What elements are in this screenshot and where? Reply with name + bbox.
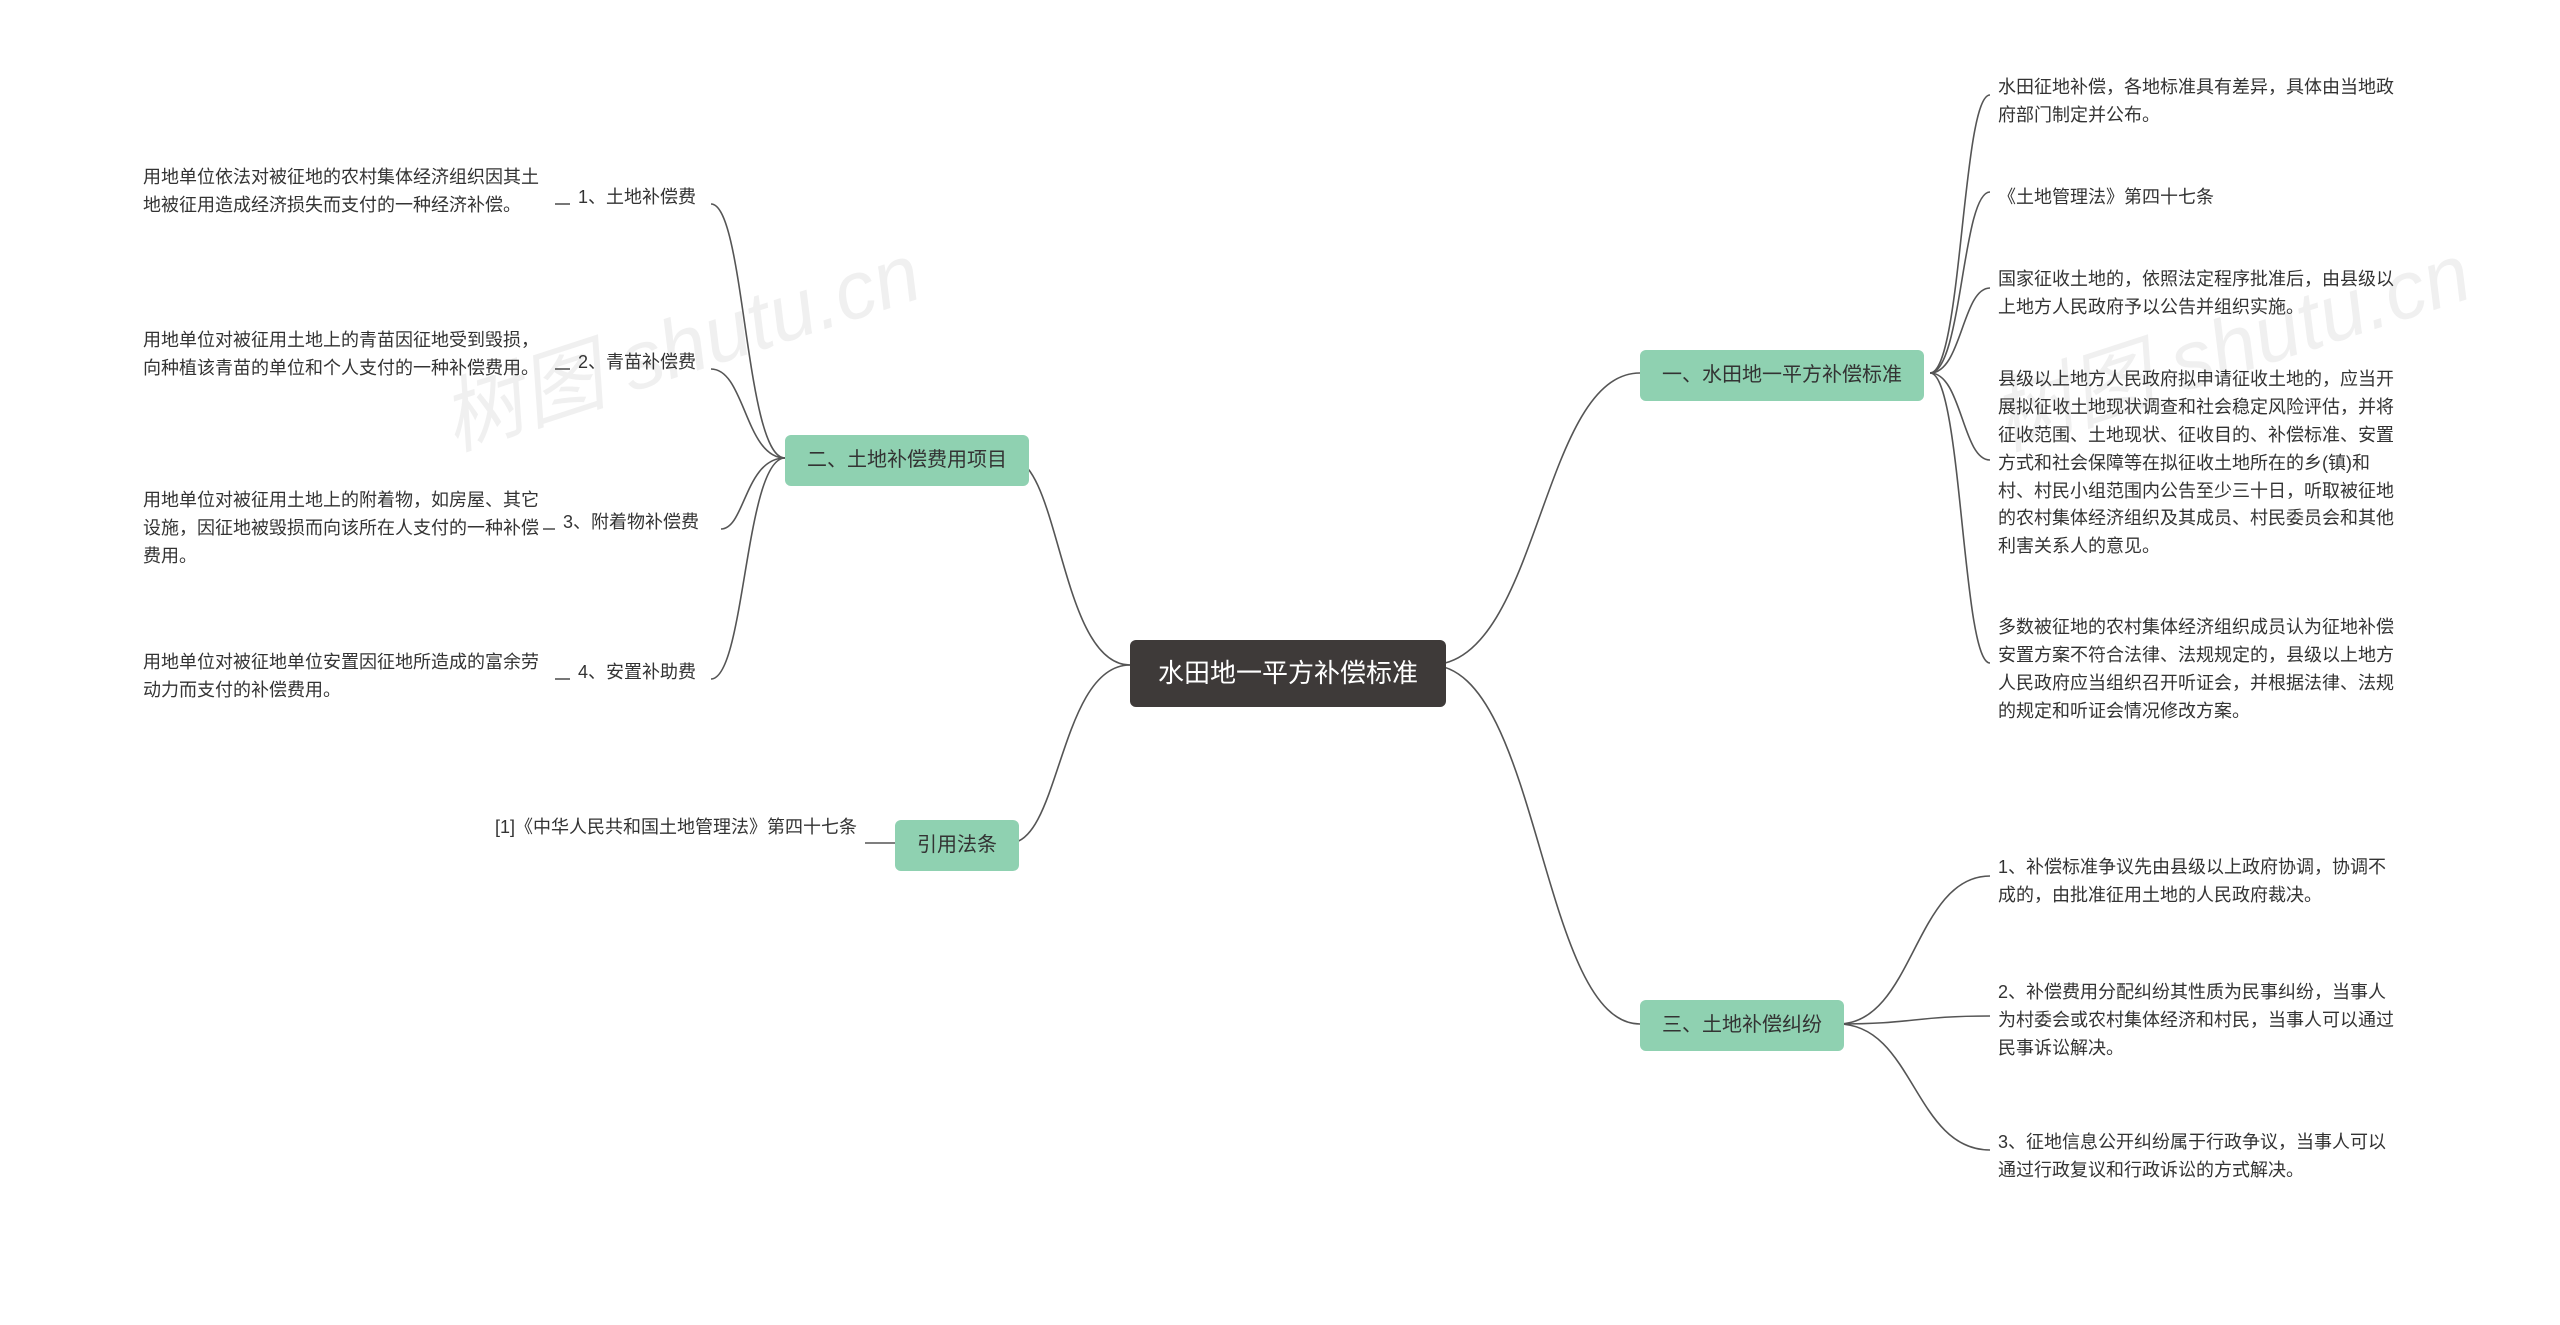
leaf-text: 2、补偿费用分配纠纷其性质为民事纠纷，当事人为村委会或农村集体经济和村民，当事人… (1998, 982, 2394, 1058)
leaf-text: 用地单位对被征用土地上的青苗因征地受到毁损，向种植该青苗的单位和个人支付的一种补… (143, 330, 539, 378)
leaf-text: 县级以上地方人民政府拟申请征收土地的，应当开展拟征收土地现状调查和社会稳定风险评… (1998, 369, 2394, 556)
leaf-node: 1、补偿标准争议先由县级以上政府协调，协调不成的，由批准征用土地的人民政府裁决。 (1990, 850, 2410, 914)
sublabel-text: 2、青苗补偿费 (578, 352, 696, 372)
leaf-text: 用地单位依法对被征地的农村集体经济组织因其土地被征用造成经济损失而支付的一种经济… (143, 167, 539, 215)
leaf-node: 用地单位对被征地单位安置因征地所造成的富余劳动力而支付的补偿费用。 (135, 645, 555, 709)
leaf-node: 3、征地信息公开纠纷属于行政争议，当事人可以通过行政复议和行政诉讼的方式解决。 (1990, 1125, 2410, 1189)
sublabel-node: 3、附着物补偿费 (555, 505, 707, 541)
leaf-text: 用地单位对被征用土地上的附着物，如房屋、其它设施，因征地被毁损而向该所在人支付的… (143, 490, 539, 566)
leaf-node: 国家征收土地的，依照法定程序批准后，由县级以上地方人民政府予以公告并组织实施。 (1990, 262, 2410, 326)
leaf-text: 用地单位对被征地单位安置因征地所造成的富余劳动力而支付的补偿费用。 (143, 652, 539, 700)
leaf-text: 水田征地补偿，各地标准具有差异，具体由当地政府部门制定并公布。 (1998, 77, 2394, 125)
branch-right-2[interactable]: 三、土地补偿纠纷 (1640, 1000, 1844, 1051)
branch-label: 二、土地补偿费用项目 (807, 449, 1007, 471)
leaf-text: 《土地管理法》第四十七条 (1998, 187, 2214, 207)
leaf-node: 2、补偿费用分配纠纷其性质为民事纠纷，当事人为村委会或农村集体经济和村民，当事人… (1990, 975, 2410, 1067)
mindmap-canvas: 树图 shutu.cn 树图 shutu.cn (0, 0, 2560, 1325)
leaf-node: 水田征地补偿，各地标准具有差异，具体由当地政府部门制定并公布。 (1990, 70, 2410, 134)
branch-label: 三、土地补偿纠纷 (1662, 1014, 1822, 1036)
branch-label: 一、水田地一平方补偿标准 (1662, 364, 1902, 386)
leaf-node: 用地单位依法对被征地的农村集体经济组织因其土地被征用造成经济损失而支付的一种经济… (135, 160, 555, 224)
sublabel-node: 2、青苗补偿费 (570, 345, 704, 381)
root-node[interactable]: 水田地一平方补偿标准 (1130, 640, 1446, 707)
sublabel-text: 1、土地补偿费 (578, 187, 696, 207)
leaf-text: 国家征收土地的，依照法定程序批准后，由县级以上地方人民政府予以公告并组织实施。 (1998, 269, 2394, 317)
leaf-text: [1]《中华人民共和国土地管理法》第四十七条 (495, 817, 857, 837)
leaf-text: 1、补偿标准争议先由县级以上政府协调，协调不成的，由批准征用土地的人民政府裁决。 (1998, 857, 2386, 905)
branch-right-1[interactable]: 一、水田地一平方补偿标准 (1640, 350, 1924, 401)
leaf-node: 《土地管理法》第四十七条 (1990, 180, 2410, 216)
root-label: 水田地一平方补偿标准 (1158, 658, 1418, 688)
sublabel-node: 4、安置补助费 (570, 655, 704, 691)
leaf-text: 3、征地信息公开纠纷属于行政争议，当事人可以通过行政复议和行政诉讼的方式解决。 (1998, 1132, 2386, 1180)
branch-left-2[interactable]: 引用法条 (895, 820, 1019, 871)
sublabel-text: 4、安置补助费 (578, 662, 696, 682)
sublabel-text: 3、附着物补偿费 (563, 512, 699, 532)
leaf-node: 用地单位对被征用土地上的附着物，如房屋、其它设施，因征地被毁损而向该所在人支付的… (135, 483, 555, 575)
branch-left-1[interactable]: 二、土地补偿费用项目 (785, 435, 1029, 486)
leaf-node: [1]《中华人民共和国土地管理法》第四十七条 (445, 810, 865, 846)
branch-label: 引用法条 (917, 834, 997, 856)
sublabel-node: 1、土地补偿费 (570, 180, 704, 216)
leaf-text: 多数被征地的农村集体经济组织成员认为征地补偿安置方案不符合法律、法规规定的，县级… (1998, 617, 2394, 721)
leaf-node: 县级以上地方人民政府拟申请征收土地的，应当开展拟征收土地现状调查和社会稳定风险评… (1990, 362, 2410, 565)
leaf-node: 多数被征地的农村集体经济组织成员认为征地补偿安置方案不符合法律、法规规定的，县级… (1990, 610, 2410, 730)
leaf-node: 用地单位对被征用土地上的青苗因征地受到毁损，向种植该青苗的单位和个人支付的一种补… (135, 323, 555, 387)
